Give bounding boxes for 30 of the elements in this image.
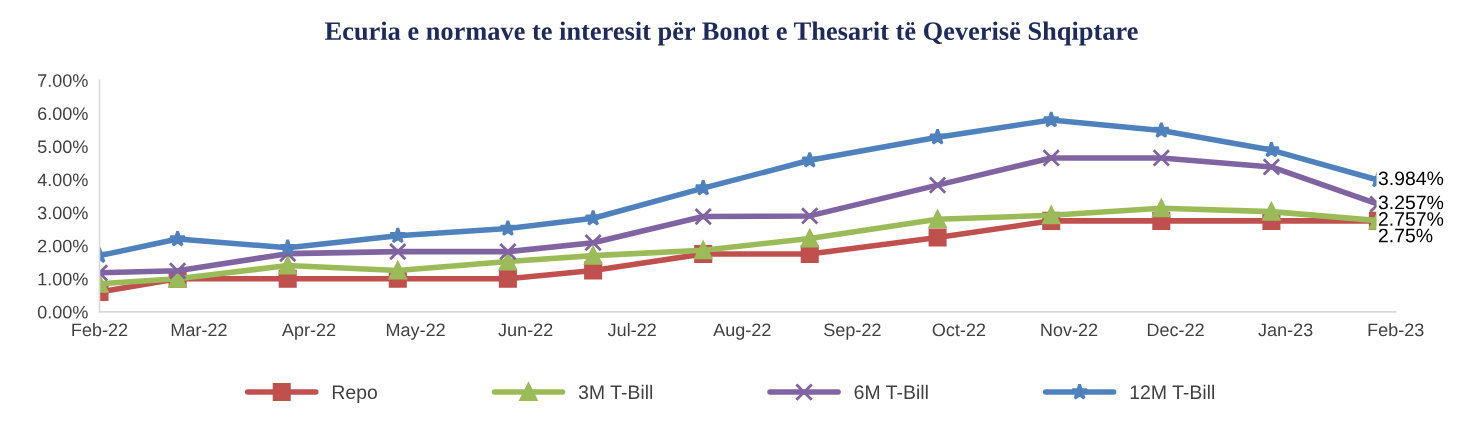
y-tick-label: 2.00% bbox=[38, 239, 88, 253]
data-label: 2.75% bbox=[1378, 228, 1433, 243]
data-label: 3.984% bbox=[1378, 171, 1444, 186]
x-tick-label: Aug-22 bbox=[713, 323, 771, 340]
x-tick-label: Oct-22 bbox=[932, 323, 986, 337]
x-tick-label: Jul-22 bbox=[607, 322, 656, 337]
x-tick-label: Feb-22 bbox=[72, 322, 128, 337]
y-tick-label: 6.00% bbox=[38, 107, 88, 121]
legend-label: 6M T-Bill bbox=[854, 384, 928, 400]
data-label: 2.757% bbox=[1378, 212, 1444, 226]
y-tick-label: 5.00% bbox=[37, 140, 88, 154]
y-tick-label: 3.00% bbox=[37, 206, 88, 220]
x-tick-label: Mar-22 bbox=[171, 323, 227, 337]
data-label: 3.257% bbox=[1378, 195, 1444, 210]
x-tick-label: Sep-22 bbox=[824, 323, 881, 340]
x-tick-label: Jan-23 bbox=[1258, 323, 1313, 337]
legend-label: 3M T-Bill bbox=[578, 384, 653, 400]
legend-label: 12M T-Bill bbox=[1130, 384, 1214, 399]
x-tick-label: Dec-22 bbox=[1147, 323, 1204, 337]
legend-label: Repo bbox=[332, 385, 377, 403]
x-tick-label: Jun-22 bbox=[498, 323, 553, 337]
y-tick-label: 1.00% bbox=[38, 272, 88, 286]
x-tick-label: Nov-22 bbox=[1041, 323, 1098, 337]
x-tick-label: May-22 bbox=[386, 323, 445, 340]
x-tick-label: Feb-23 bbox=[1368, 322, 1424, 337]
chart-title: Ecuria e normave te interesit për Bonot e Thesarit të Qeverisë Shqiptare bbox=[325, 21, 1138, 46]
x-tick-label: Apr-22 bbox=[281, 323, 336, 340]
y-tick-label: 4.00% bbox=[37, 173, 88, 187]
y-tick-label: 0.00% bbox=[37, 305, 88, 319]
y-tick-label: 7.00% bbox=[38, 74, 88, 87]
